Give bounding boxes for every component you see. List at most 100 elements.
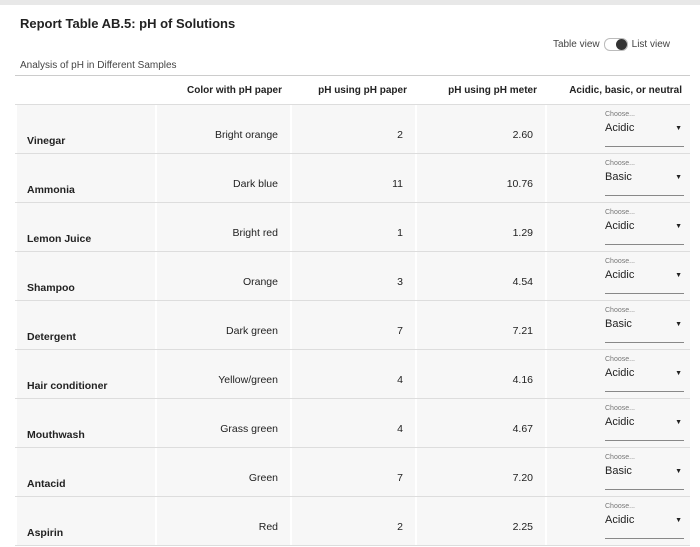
cell-text: 7.20 [512,472,533,484]
dropdown-placeholder: Choose... [605,503,635,510]
cell: 4 [290,399,415,447]
dropdown-placeholder: Choose... [605,307,635,314]
header-cell: Color with pH paper [187,84,282,96]
cell-text: Dark blue [233,178,278,190]
dropdown-value: Basic [605,318,632,330]
toggle-right[interactable]: List view [631,39,670,50]
toggle-left[interactable]: Table view [552,39,600,50]
cell: Lemon Juice [15,203,155,251]
table-row: Mouthwash Grass green 4 4.67 Choose... Acidic… [15,399,690,448]
cell: 7 [290,448,415,496]
cell-text: 4.67 [512,423,533,435]
caret: ▼ [675,419,682,426]
dropdown[interactable]: Choose... Acidic ▼ [605,356,684,392]
cell: 11 [290,154,415,202]
cell: Choose... Acidic ▼ [545,399,690,447]
caption: Analysis of pH in Different Samples [20,60,177,71]
dropdown[interactable]: Choose... Acidic ▼ [605,209,684,245]
caret: ▼ [675,370,682,377]
cell: Orange [155,252,290,300]
cell-text: 3 [397,276,403,288]
cell-text: 7 [397,325,403,337]
header-cell [15,76,155,104]
cell: 4.16 [415,350,545,398]
caret: ▼ [675,517,682,524]
dropdown-placeholder: Choose... [605,258,635,265]
caret: ▼ [675,321,682,328]
dropdown-value: Basic [605,465,632,477]
cell: 3 [290,252,415,300]
dropdown[interactable]: Choose... Basic ▼ [605,160,684,196]
cell: Ammonia [15,154,155,202]
cell: Antacid [15,448,155,496]
cell-text: 4 [397,374,403,386]
cell: 2 [290,105,415,153]
cell: Choose... Basic ▼ [545,448,690,496]
cell-text: 10.76 [506,178,533,190]
cell: Green [155,448,290,496]
switch[interactable] [603,38,628,51]
cell-text: 4.16 [512,374,533,386]
dropdown[interactable]: Choose... Basic ▼ [605,307,684,343]
header-cell: pH using pH paper [318,84,407,96]
cell: Choose... Acidic ▼ [545,497,690,545]
cell-text: Orange [242,276,278,288]
header-cell: pH using pH meter [448,84,537,96]
cell: Bright orange [155,105,290,153]
cell-text: Red [258,521,278,533]
cell: 1.29 [415,203,545,251]
dropdown-placeholder: Choose... [605,160,635,167]
cell-text: 2 [397,129,403,141]
dropdown[interactable]: Choose... Acidic ▼ [605,258,684,294]
cell-text: Grass green [220,423,278,435]
dropdown[interactable]: Choose... Acidic ▼ [605,405,684,441]
cell: Vinegar [15,105,155,153]
cell: Detergent [15,301,155,349]
cell-text: Yellow/green [218,374,278,386]
dropdown-placeholder: Choose... [605,209,635,216]
dropdown[interactable]: Choose... Basic ▼ [605,454,684,490]
cell: Dark green [155,301,290,349]
table-row: Hair conditioner Yellow/green 4 4.16 Choose.… [15,350,690,399]
cell-text: Green [248,472,278,484]
dropdown-value: Acidic [605,367,635,379]
cell: Red [155,497,290,545]
table-row: Detergent Dark green 7 7.21 Choose... Basic ▼ [15,301,690,350]
sample-name: Aspirin [27,527,64,539]
cell-text: 2.25 [512,521,533,533]
cell-text: Bright orange [214,129,278,141]
dropdown[interactable]: Choose... Acidic ▼ [605,111,684,147]
table-row: Vinegar Bright orange 2 2.60 Choose... Acidic… [15,105,690,154]
dropdown-placeholder: Choose... [605,454,635,461]
cell: Choose... Acidic ▼ [545,252,690,300]
table-row: Ammonia Dark blue 11 10.76 Choose... Basic ▼ [15,154,690,203]
cell-text: Dark green [226,325,278,337]
cell: Aspirin [15,497,155,545]
sample-name: Lemon Juice [27,233,92,245]
cell: 4.54 [415,252,545,300]
view-toggle[interactable]: Table view List view [553,38,670,51]
cell-text: 1 [397,227,403,239]
cell: 7.21 [415,301,545,349]
cell-text: 1.29 [512,227,533,239]
sample-name: Detergent [27,331,77,343]
dropdown[interactable]: Choose... Acidic ▼ [605,503,684,539]
table-row: Antacid Green 7 7.20 Choose... Basic ▼ [15,448,690,497]
dropdown-placeholder: Choose... [605,111,635,118]
cell: 2 [290,497,415,545]
cell-text: 2.60 [512,129,533,141]
cell: 7.20 [415,448,545,496]
cell: 4 [290,350,415,398]
header-row: Color with pH paper pH using pH paper pH u… [15,76,690,105]
caret: ▼ [675,223,682,230]
cell: Choose... Acidic ▼ [545,350,690,398]
table-row: Shampoo Orange 3 4.54 Choose... Acidic ▼ [15,252,690,301]
cell: Dark blue [155,154,290,202]
cell: Shampoo [15,252,155,300]
cell: Choose... Acidic ▼ [545,203,690,251]
cell-text: 4.54 [512,276,533,288]
dropdown-value: Acidic [605,269,635,281]
browser-bar [0,0,700,5]
dropdown-value: Acidic [605,514,635,526]
